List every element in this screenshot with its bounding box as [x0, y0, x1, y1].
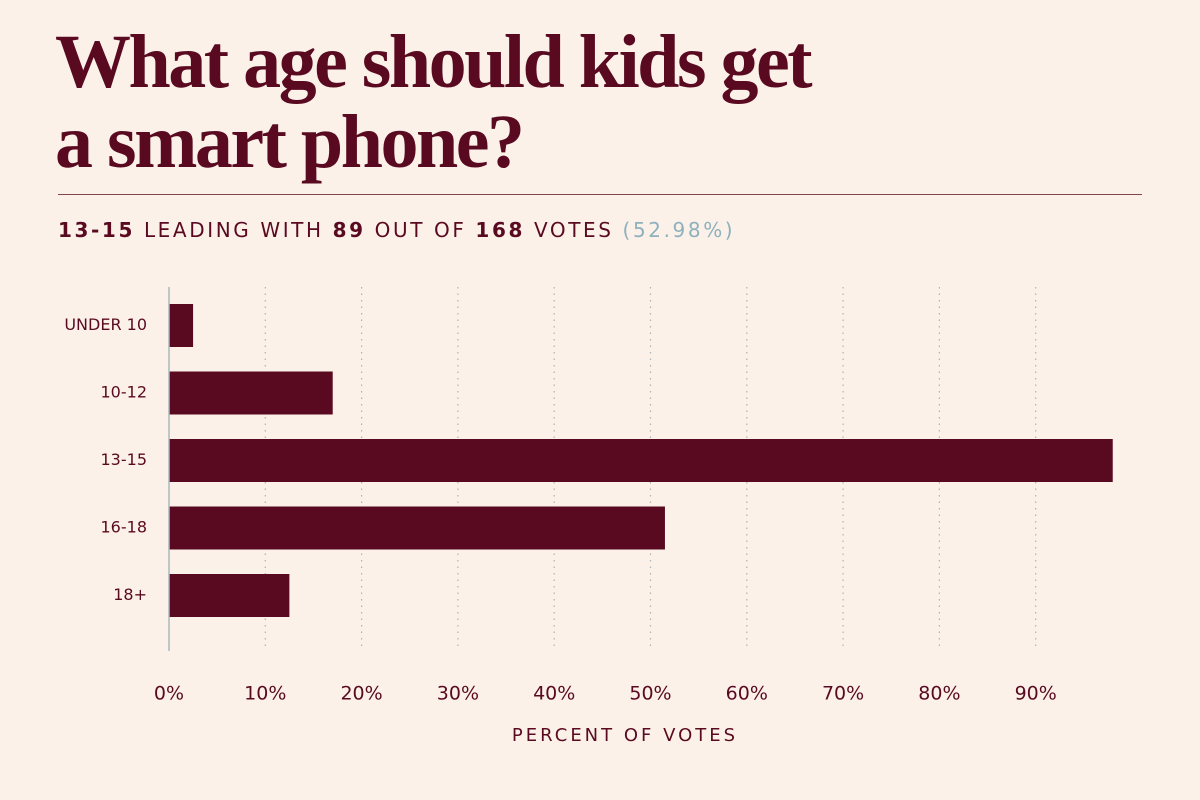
chart-title-line-2: a smart phone?: [55, 100, 525, 184]
x-tick-label: 70%: [822, 683, 864, 705]
x-tick-label: 20%: [340, 683, 382, 705]
summary-out-of: OUT OF: [374, 218, 467, 242]
title-divider: [58, 194, 1142, 195]
bar: [169, 439, 1113, 482]
chart-title: What age should kids get a smart phone?: [55, 22, 1155, 182]
category-label: 18+: [113, 585, 147, 604]
category-label: 13-15: [101, 450, 148, 469]
summary-percent: (52.98%): [622, 218, 736, 242]
x-tick-label: 30%: [437, 683, 479, 705]
summary-vote-count: 89: [332, 218, 366, 242]
x-axis-title: PERCENT OF VOTES: [511, 725, 739, 746]
x-tick-label: 10%: [244, 683, 286, 705]
category-label: 10-12: [101, 383, 148, 402]
summary-votes-label: VOTES: [533, 218, 614, 242]
bar: [169, 304, 194, 347]
bar: [169, 506, 665, 550]
summary-total-votes: 168: [475, 218, 525, 242]
summary-leading-with: LEADING WITH: [143, 218, 324, 242]
chart-title-line-1: What age should kids get: [55, 20, 813, 104]
bar: [169, 574, 290, 617]
bar: [169, 371, 333, 415]
x-tick-label: 0%: [154, 683, 184, 705]
category-label: 16-18: [101, 518, 148, 537]
x-tick-label: 50%: [629, 683, 671, 705]
x-tick-label: 40%: [533, 683, 575, 705]
x-tick-label: 80%: [918, 683, 960, 705]
poll-summary: 13-15 LEADING WITH 89 OUT OF 168 VOTES (…: [58, 218, 735, 242]
x-tick-label: 60%: [726, 683, 768, 705]
summary-leader: 13-15: [58, 218, 135, 242]
x-tick-label: 90%: [1015, 683, 1057, 705]
category-label: UNDER 10: [64, 315, 147, 334]
